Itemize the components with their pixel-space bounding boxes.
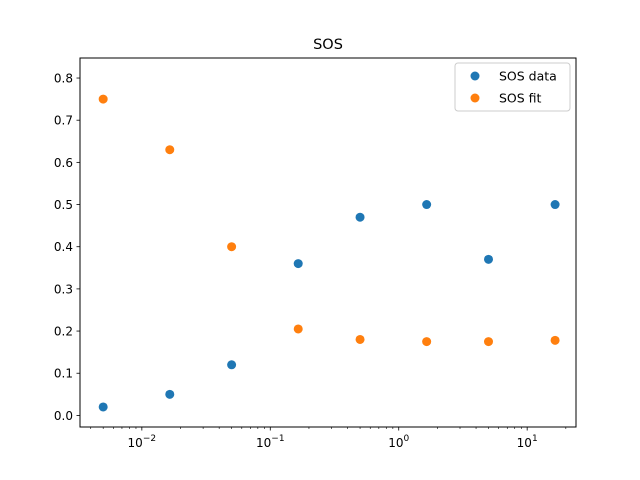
sos-data-point (550, 200, 560, 210)
sos-fit-point (98, 94, 108, 104)
y-tick-label: 0.7 (54, 114, 73, 128)
sos-data-point (165, 389, 175, 399)
y-tick-label: 0.2 (54, 325, 73, 339)
sos-data-point (227, 360, 237, 370)
x-tick-label: 101 (517, 434, 538, 450)
sos-fit-point (550, 335, 560, 345)
sos-data-point (484, 254, 494, 264)
x-tick-label: 10−2 (128, 434, 157, 450)
sos-data-point (355, 212, 365, 222)
y-tick-label: 0.5 (54, 198, 73, 212)
legend-marker (470, 93, 480, 103)
legend-label: SOS data (499, 69, 557, 84)
y-tick-label: 0.6 (54, 156, 73, 170)
legend-marker (470, 71, 480, 81)
y-tick-label: 0.1 (54, 367, 73, 381)
legend: SOS data SOS fit (454, 62, 571, 112)
sos-fit-point (355, 334, 365, 344)
y-tick-label: 0.4 (54, 240, 73, 254)
y-tick-label: 0.8 (54, 72, 73, 86)
data-points (98, 94, 560, 412)
sos-fit-point (165, 145, 175, 155)
sos-fit-point (484, 337, 494, 347)
chart-title: SOS (313, 37, 343, 53)
x-axis: 10−2 10−1 100 101 (90, 427, 567, 450)
sos-data-point (98, 402, 108, 412)
sos-fit-point (293, 324, 303, 334)
sos-fit-point (422, 337, 432, 347)
y-tick-label: 0.0 (54, 409, 73, 423)
y-tick-label: 0.3 (54, 282, 73, 296)
sos-data-point (293, 259, 303, 269)
legend-box (454, 62, 571, 112)
sos-data-point (422, 200, 432, 210)
legend-label: SOS fit (499, 91, 542, 106)
plot-frame (79, 57, 577, 428)
x-tick-label: 10−1 (256, 434, 285, 450)
y-axis: 0.0 0.1 0.2 0.3 0.4 0.5 0.6 0.7 0.8 (54, 72, 80, 423)
sos-fit-point (227, 242, 237, 252)
x-tick-label: 100 (388, 434, 409, 450)
